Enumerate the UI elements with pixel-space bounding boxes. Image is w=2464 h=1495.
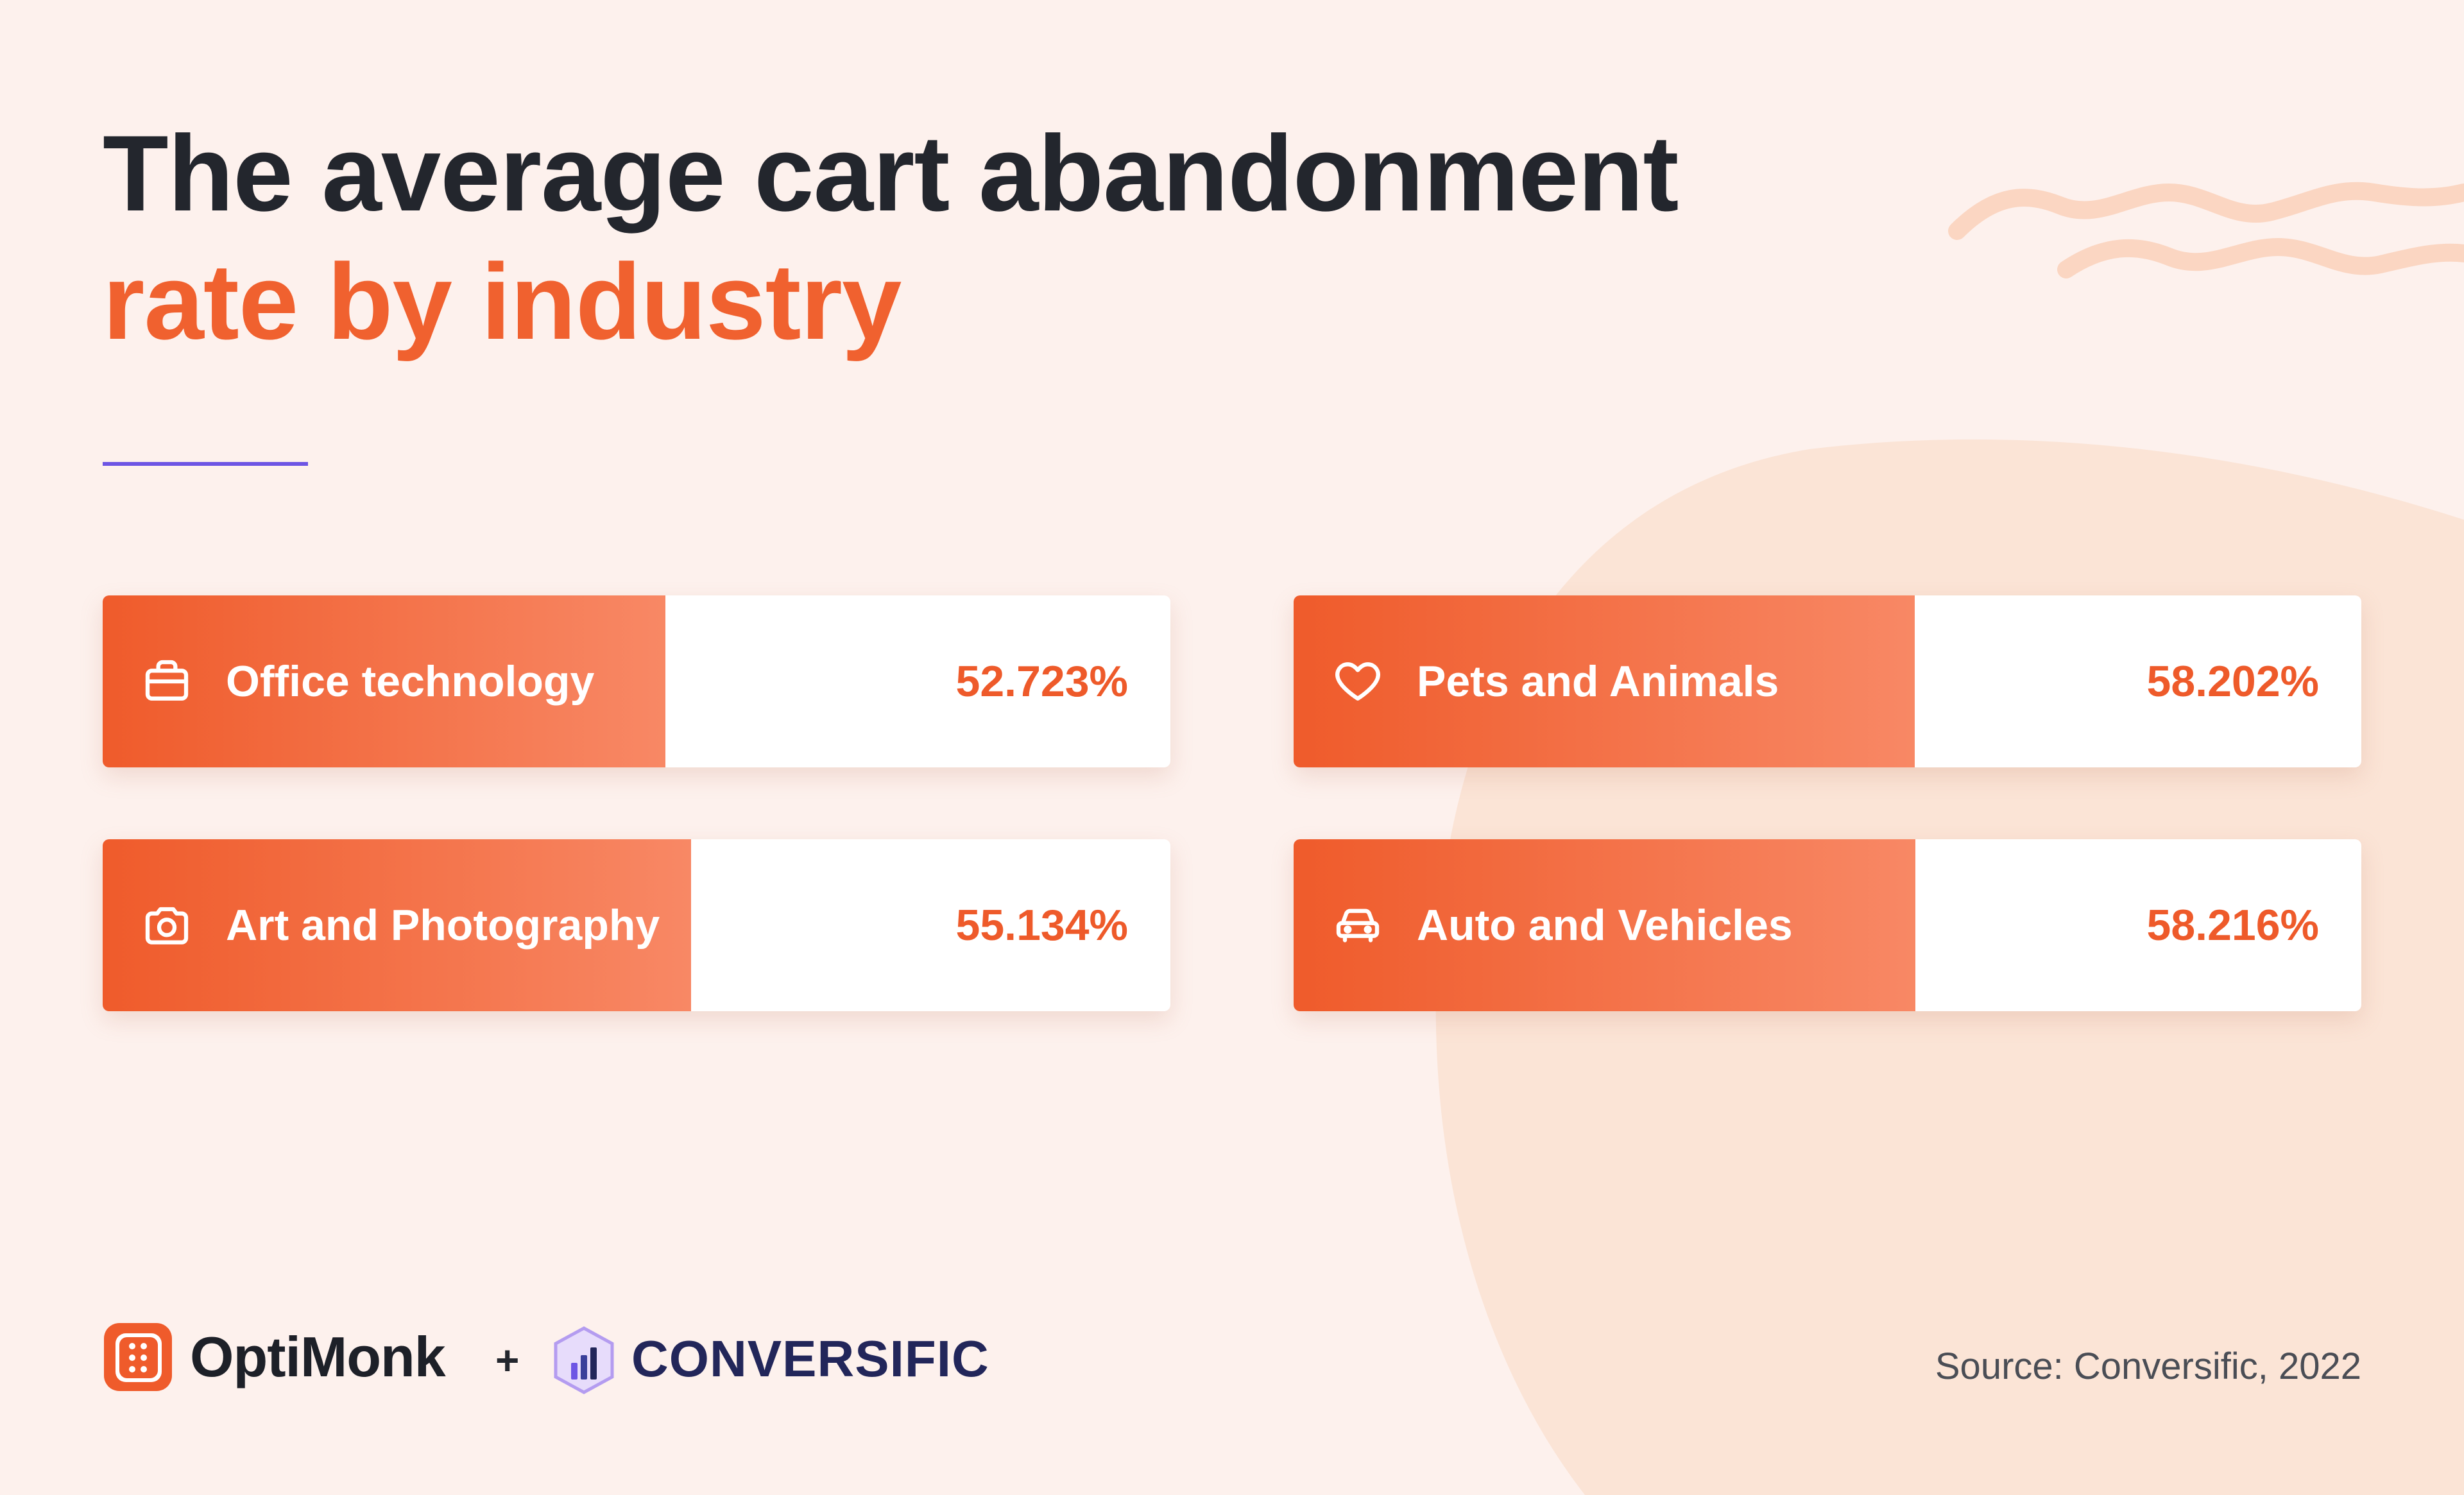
bar-art-and-photography: Art and Photography 55.134% — [103, 839, 1170, 1011]
bar-fill — [1294, 839, 1915, 1011]
source-note: Source: Conversific, 2022 — [1935, 1346, 2361, 1387]
conversific-logo-text: CONVERSIFIC — [631, 1330, 989, 1387]
title-line-2: rate by industry — [103, 241, 902, 362]
bar-label: Art and Photography — [226, 901, 660, 950]
bar-label: Auto and Vehicles — [1417, 901, 1793, 950]
bar-value-label: 58.216% — [2146, 901, 2319, 950]
briefcase-icon — [145, 660, 189, 701]
optimonk-logo-icon — [104, 1323, 172, 1391]
bar-value-label: 55.134% — [955, 901, 1128, 950]
bar-fill — [103, 839, 691, 1011]
car-icon — [1336, 909, 1380, 943]
plus-sign: + — [495, 1337, 520, 1383]
conversific-logo-icon — [554, 1326, 614, 1394]
bar-value-label: 52.723% — [955, 657, 1128, 706]
title-line-1: The average cart abandonment — [103, 113, 1679, 234]
chart-title: The average cart abandonment rate by ind… — [103, 109, 1679, 366]
wave-decoration-bottom — [2057, 237, 2464, 278]
bar-value-label: 58.202% — [2146, 657, 2319, 706]
wave-decoration-top — [1948, 182, 2464, 240]
bar-office-technology: Office technology 52.723% — [103, 595, 1170, 767]
heart-icon — [1335, 662, 1380, 701]
optimonk-logo-text: OptiMonk — [190, 1325, 446, 1388]
bar-label: Pets and Animals — [1417, 657, 1779, 706]
camera-icon — [145, 907, 189, 944]
title-underline — [103, 462, 308, 466]
bar-auto-and-vehicles: Auto and Vehicles 58.216% — [1294, 839, 2361, 1011]
bar-fill — [103, 595, 665, 767]
bar-label: Office technology — [226, 657, 595, 706]
bar-fill — [1294, 595, 1915, 767]
bar-pets-and-animals: Pets and Animals 58.202% — [1294, 595, 2361, 767]
